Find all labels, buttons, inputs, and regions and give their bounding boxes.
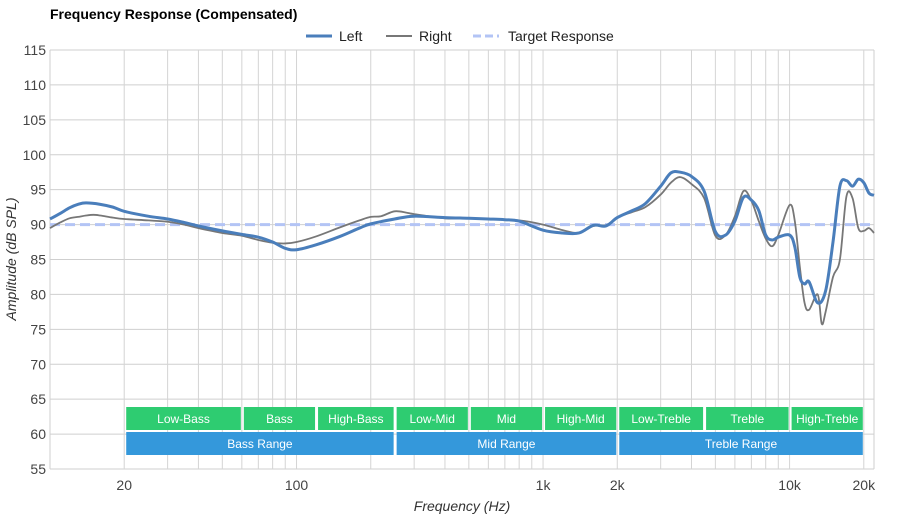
y-tick-label: 90 [30,217,46,233]
band-label: High-Bass [328,412,383,426]
band-low-bass: Low-Bass [126,407,241,430]
x-tick-label: 2k [610,477,626,493]
y-tick-label: 100 [23,147,47,163]
x-axis-label: Frequency (Hz) [414,498,510,514]
band-high-bass: High-Bass [318,407,394,430]
band-label: Treble Range [705,437,778,451]
band-label: Mid Range [477,437,535,451]
band-label: Treble [731,412,765,426]
y-axis-label: Amplitude (dB SPL) [3,198,19,322]
x-axis-ticks: 20 100 1k 2k 10k 20k [116,477,876,493]
band-rect [619,407,704,430]
legend-item-left: Left [306,28,362,44]
band-label: High-Mid [557,412,605,426]
band-rect [396,432,617,455]
series-line-left [49,169,875,305]
band-label: Mid [497,412,516,426]
band-rect [706,407,789,430]
frequency-bands: Low-Bass Bass High-Bass Low-Mid Mid High-Mid L… [126,407,863,455]
band-label: Low-Mid [410,412,455,426]
y-tick-label: 80 [30,286,46,302]
y-tick-label: 60 [30,426,46,442]
y-tick-label: 65 [30,391,46,407]
legend-label: Target Response [508,28,614,44]
y-tick-label: 115 [24,42,47,58]
y-tick-label: 110 [24,77,47,93]
series-lines [49,169,875,326]
band-rect [619,432,863,455]
y-tick-label: 85 [30,252,46,268]
band-mid: Mid [470,407,543,430]
legend-label: Right [419,28,452,44]
band-mid-range: Mid Range [396,432,617,455]
x-tick-label: 20k [853,477,877,493]
band-rect [396,407,468,430]
legend-item-right: Right [386,28,452,44]
band-label: High-Treble [796,412,859,426]
band-label: Bass [266,412,293,426]
y-tick-label: 75 [30,321,46,337]
band-rect [791,407,863,430]
legend-item-target-response: Target Response [473,28,614,44]
y-axis-ticks: 55 60 65 70 75 80 85 90 95 100 105 110 115 [23,42,47,477]
band-label: Low-Treble [631,412,691,426]
y-tick-label: 105 [23,112,47,128]
legend: Left Right Target Response [306,28,614,44]
x-tick-label: 1k [536,477,552,493]
grid [49,49,875,470]
band-high-mid: High-Mid [545,407,617,430]
band-bass-range: Bass Range [126,432,394,455]
band-rect [470,407,543,430]
x-tick-label: 20 [116,477,132,493]
y-tick-label: 95 [30,182,46,198]
y-tick-label: 55 [30,461,46,477]
band-label: Bass Range [227,437,293,451]
band-rect [545,407,617,430]
legend-label: Left [339,28,362,44]
band-treble: Treble [706,407,789,430]
band-low-mid: Low-Mid [396,407,468,430]
band-bass: Bass [243,407,316,430]
band-treble-range: Treble Range [619,432,863,455]
x-tick-label: 10k [778,477,802,493]
y-tick-label: 70 [30,356,46,372]
band-rect [243,407,316,430]
band-label: Low-Bass [157,412,210,426]
band-rect [318,407,394,430]
band-rect [126,432,394,455]
band-high-treble: High-Treble [791,407,863,430]
band-rect [126,407,241,430]
x-tick-label: 100 [285,477,309,493]
chart-title: Frequency Response (Compensated) [50,6,297,22]
band-low-treble: Low-Treble [619,407,704,430]
